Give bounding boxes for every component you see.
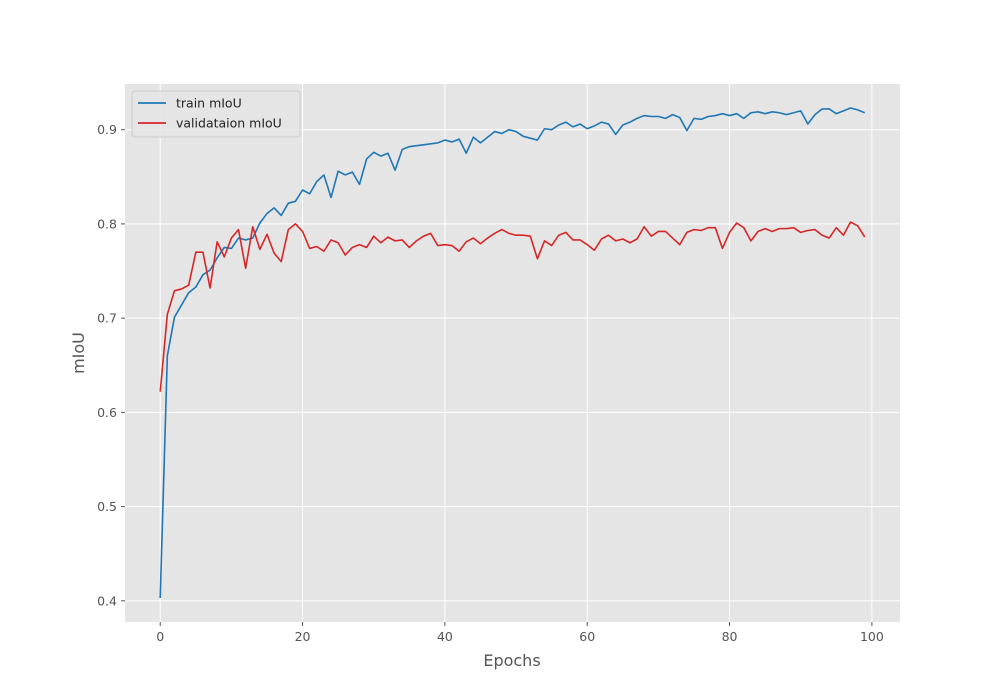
y-tick-label: 0.9 [97, 122, 117, 137]
x-axis-label: Epochs [483, 651, 540, 670]
y-tick-label: 0.8 [97, 216, 117, 231]
ticks: 0 20 40 60 80 100 0.4 0.5 0.6 0.7 0.8 0.9 [97, 122, 884, 644]
y-tick-label: 0.5 [97, 499, 117, 514]
train-miou-line [159, 107, 866, 598]
validation-miou-line [159, 221, 866, 392]
x-tick-label: 100 [860, 629, 884, 644]
plot-area [125, 84, 900, 622]
series-lines [159, 107, 866, 598]
legend: train mIoU validataion mIoU [131, 90, 301, 138]
x-tick-label: 60 [579, 629, 595, 644]
legend-label-validation: validataion mIoU [176, 116, 282, 131]
x-tick-label: 40 [437, 629, 453, 644]
x-tick-label: 80 [722, 629, 738, 644]
x-tick-label: 0 [156, 629, 164, 644]
legend-label-train: train mIoU [176, 96, 242, 111]
legend-box [131, 90, 301, 138]
y-tick-label: 0.6 [97, 405, 117, 420]
y-tick-label: 0.4 [97, 593, 117, 608]
x-tick-label: 20 [295, 629, 311, 644]
y-axis-label: mIoU [69, 332, 88, 374]
y-tick-label: 0.7 [97, 311, 117, 326]
